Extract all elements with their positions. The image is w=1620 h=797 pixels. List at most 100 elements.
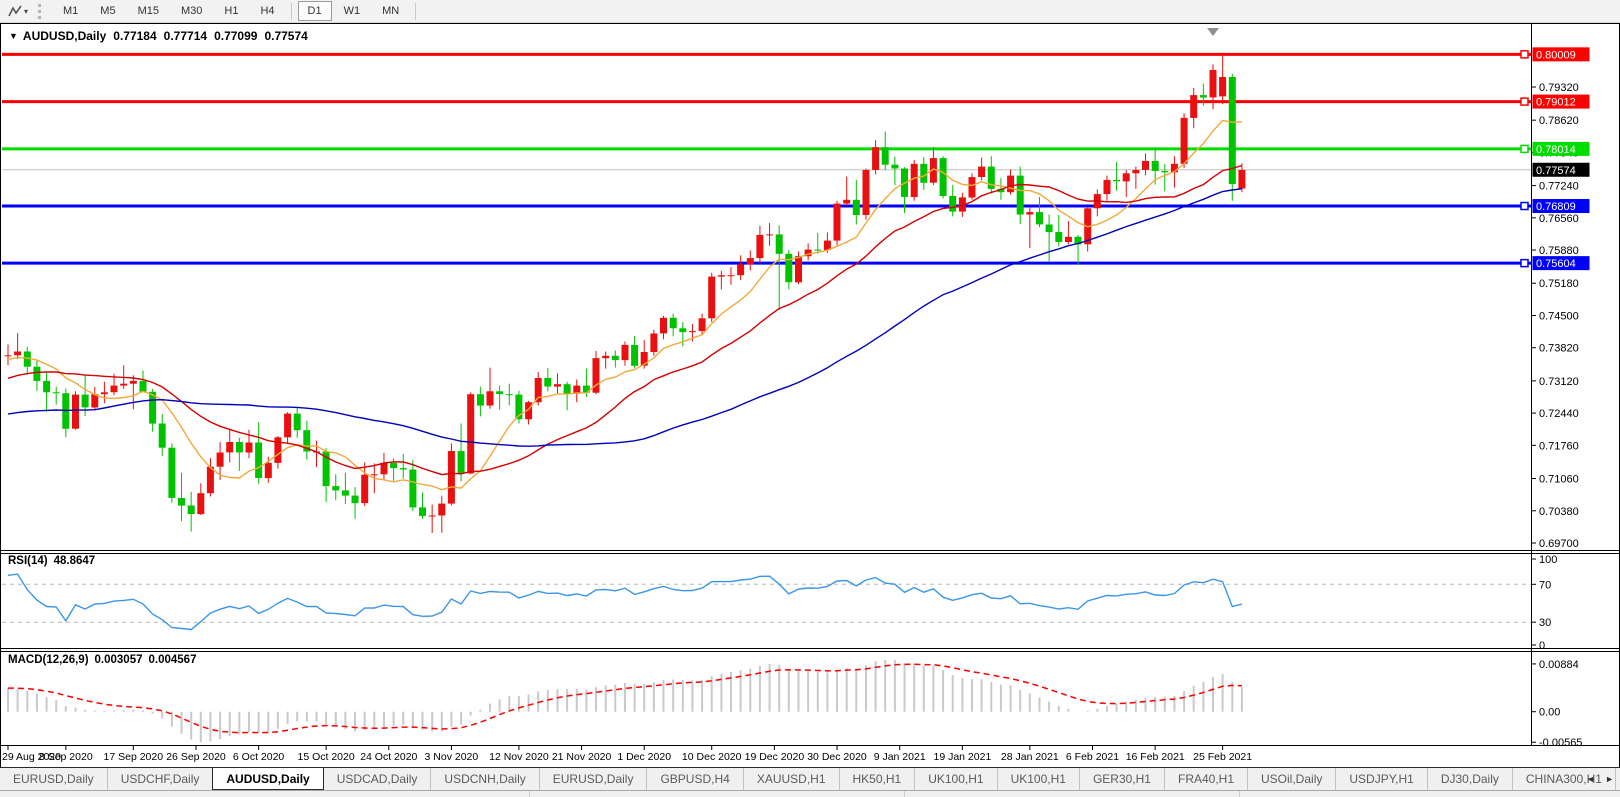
svg-text:70: 70 [1539, 579, 1551, 591]
chart-tab-eurusd-daily[interactable]: EURUSD,Daily [538, 768, 647, 790]
svg-text:0.75604: 0.75604 [1536, 258, 1576, 270]
chart-tab-usdchf-daily[interactable]: USDCHF,Daily [106, 768, 213, 790]
rsi-name: RSI(14) [8, 555, 48, 567]
timeframe-buttons: M1 M5 M15 M30 H1 H4 D1 W1 MN [52, 1, 421, 21]
chart-tab-usdcad-daily[interactable]: USDCAD,Daily [336, 772, 418, 786]
svg-text:0.78014: 0.78014 [1536, 144, 1576, 156]
ohlc-close: 0.77574 [264, 29, 308, 43]
chart-tab-china300-h1[interactable]: CHINA300,H1 [1511, 768, 1615, 790]
svg-text:0.75880: 0.75880 [1539, 245, 1579, 257]
svg-text:15 Oct 2020: 15 Oct 2020 [297, 751, 354, 763]
svg-text:0.78620: 0.78620 [1539, 115, 1579, 127]
svg-text:0: 0 [1539, 640, 1545, 652]
toolbar-separator [415, 2, 417, 20]
svg-text:24 Oct 2020: 24 Oct 2020 [360, 751, 417, 763]
tab-scroll-right-icon[interactable]: ► [1605, 773, 1614, 784]
svg-text:-0.00565: -0.00565 [1539, 737, 1582, 749]
price-axis: 0.793200.786200.779400.772400.765600.758… [1531, 82, 1579, 550]
timeframe-button-h1[interactable]: H1 [224, 5, 239, 17]
ohlc-open: 0.77184 [113, 29, 157, 43]
status-pane [905, 791, 1240, 797]
status-pane [1240, 791, 1620, 797]
macd-indicator-label: MACD(12,26,9) 0.003057 0.004567 [8, 654, 196, 666]
chart-symbol-label: AUDUSD,Daily [22, 29, 107, 43]
svg-text:3 Nov 2020: 3 Nov 2020 [425, 751, 479, 763]
chart-tab-uk100-h1[interactable]: UK100,H1 [914, 768, 996, 790]
ohlc-low: 0.77099 [214, 29, 258, 43]
svg-text:30 Dec 2020: 30 Dec 2020 [807, 751, 867, 763]
symbol-dropdown-icon[interactable]: ▼ [9, 31, 18, 41]
svg-text:0.79012: 0.79012 [1536, 97, 1576, 109]
status-pane [0, 791, 530, 797]
chart-tab-usoil[interactable]: USOil, [1614, 768, 1620, 790]
chart-tab-gbpusd-h4[interactable]: GBPUSD,H4 [646, 768, 742, 790]
svg-text:0.72440: 0.72440 [1539, 408, 1579, 420]
chart-tab-fra40-h1[interactable]: FRA40,H1 [1163, 768, 1247, 790]
macd-layer: 0.00884 0.00 -0.00565 [7, 659, 1582, 749]
tab-scroll-arrows: ◄ ► [1583, 768, 1617, 789]
candles-layer [4, 54, 1246, 533]
chart-tab-usdcnh-daily[interactable]: USDCNH,Daily [430, 768, 538, 790]
chart-tab-usoil-daily[interactable]: USOil,Daily [1247, 768, 1335, 790]
support-resistance-lines[interactable] [2, 50, 1531, 268]
svg-text:0.00884: 0.00884 [1539, 659, 1579, 671]
svg-text:0.77240: 0.77240 [1539, 181, 1579, 193]
svg-text:19 Jan 2021: 19 Jan 2021 [933, 751, 991, 763]
chart-tab-ger30-h1[interactable]: GER30,H1 [1078, 768, 1164, 790]
chevron-down-icon: ▾ [24, 6, 29, 16]
svg-text:0.73820: 0.73820 [1539, 343, 1579, 355]
svg-text:0.77574: 0.77574 [1536, 165, 1576, 177]
macd-name: MACD(12,26,9) [8, 654, 89, 666]
rsi-indicator-label: RSI(14) 48.8647 [8, 555, 95, 567]
chart-tab-xauusd-h1[interactable]: XAUUSD,H1 [742, 768, 839, 790]
svg-text:26 Sep 2020: 26 Sep 2020 [166, 751, 226, 763]
timeframe-button-m15[interactable]: M15 [137, 5, 159, 17]
svg-text:17 Sep 2020: 17 Sep 2020 [104, 751, 164, 763]
timeframe-toolbar: ▾ M1 M5 M15 M30 H1 H4 D1 W1 MN [0, 0, 1620, 23]
toolbar-grip[interactable] [38, 3, 45, 19]
chart-tab-usdjpy-h1[interactable]: USDJPY,H1 [1335, 768, 1426, 790]
svg-text:9 Jan 2021: 9 Jan 2021 [874, 751, 926, 763]
svg-text:0.75180: 0.75180 [1539, 278, 1579, 290]
timeframe-button-m30[interactable]: M30 [180, 5, 203, 17]
chart-tab-eurusd-daily[interactable]: EURUSD,Daily [13, 772, 94, 786]
status-bar [0, 790, 1620, 797]
draw-cursor-icon [8, 5, 22, 17]
timeframe-button-h4[interactable]: H4 [260, 5, 275, 17]
svg-text:0.76560: 0.76560 [1539, 213, 1579, 225]
macd-main-value: 0.003057 [94, 654, 143, 666]
svg-text:0.71060: 0.71060 [1539, 474, 1579, 486]
svg-text:0.69700: 0.69700 [1539, 538, 1579, 550]
chart-tab-dj30-daily[interactable]: DJ30,Daily [1426, 768, 1512, 790]
timeframe-button-d1[interactable]: D1 [297, 1, 332, 21]
rsi-layer: 100 70 30 0 [2, 554, 1557, 652]
chart-tab-uk100-h1[interactable]: UK100,H1 [996, 768, 1079, 790]
price-badges: 0.80009 0.79012 0.78014 0.76809 0.75604 0.775… [1532, 47, 1590, 271]
chart-shift-marker-icon [1207, 28, 1219, 36]
chart-tabbar: EURUSD,Daily USDCHF,Daily AUDUSD,Daily USDC… [0, 767, 1620, 790]
timeframe-button-w1[interactable]: W1 [343, 5, 361, 17]
svg-text:0.79320: 0.79320 [1539, 82, 1579, 94]
svg-text:0.80009: 0.80009 [1536, 49, 1576, 61]
tab-scroll-left-icon[interactable]: ◄ [1586, 773, 1596, 784]
toolbar-separator [290, 2, 292, 20]
draw-cursor-button[interactable]: ▾ [4, 2, 32, 20]
timeframe-button-m1[interactable]: M1 [63, 5, 79, 17]
svg-text:0.76809: 0.76809 [1536, 201, 1576, 213]
svg-text:25 Feb 2021: 25 Feb 2021 [1193, 751, 1252, 763]
timeframe-button-m5[interactable]: M5 [100, 5, 116, 17]
chart-tab-hk50-h1[interactable]: HK50,H1 [838, 768, 915, 790]
svg-text:19 Dec 2020: 19 Dec 2020 [745, 751, 805, 763]
panel-frame [0, 23, 1620, 767]
svg-text:1 Dec 2020: 1 Dec 2020 [617, 751, 671, 763]
chart-title: ▼ AUDUSD,Daily 0.77184 0.77714 0.77099 0.7757… [9, 29, 308, 43]
timeframe-button-mn[interactable]: MN [382, 5, 400, 17]
status-pane [530, 791, 905, 797]
svg-text:6 Oct 2020: 6 Oct 2020 [233, 751, 285, 763]
svg-text:12 Nov 2020: 12 Nov 2020 [489, 751, 549, 763]
svg-text:6 Feb 2021: 6 Feb 2021 [1066, 751, 1119, 763]
svg-text:100: 100 [1539, 554, 1557, 566]
chart-tab-audusd-daily[interactable]: AUDUSD,Daily [212, 768, 324, 790]
